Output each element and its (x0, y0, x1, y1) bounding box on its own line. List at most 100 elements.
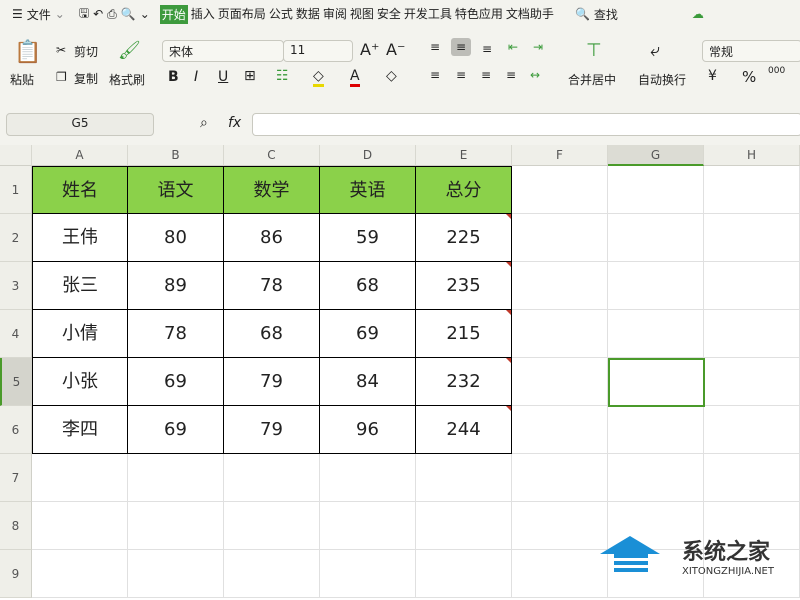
print-icon[interactable]: ⎙ (107, 6, 117, 21)
cell-G9[interactable] (608, 550, 704, 598)
merge-center-button[interactable]: 合并居中 (568, 73, 617, 87)
table-cell[interactable]: 69 (320, 310, 416, 358)
cell-H2[interactable] (704, 214, 800, 262)
column-header-D[interactable]: D (320, 145, 416, 166)
spreadsheet-grid[interactable]: A B C D E F G H 1 2 3 4 5 6 7 8 9 姓名 语文 数学 英语 总分 王伟 80 86 59 225 张三… (0, 145, 800, 600)
table-cell[interactable]: 225 (416, 214, 512, 262)
cell-F4[interactable] (512, 310, 608, 358)
cell-E8[interactable] (416, 502, 512, 550)
row-header-8[interactable]: 8 (0, 502, 32, 550)
format-painter-icon[interactable]: 🖌 (118, 40, 141, 61)
paste-button[interactable]: 粘贴 (10, 73, 35, 87)
table-header-cell[interactable]: 语文 (128, 166, 224, 214)
column-header-C[interactable]: C (224, 145, 320, 166)
thousands-button[interactable]: 000 (768, 66, 786, 76)
tab-6[interactable]: 视图 (349, 6, 374, 21)
table-cell[interactable]: 李四 (32, 406, 128, 454)
cell-style-icon[interactable]: ☷ (276, 68, 289, 84)
table-cell[interactable]: 69 (128, 406, 224, 454)
table-cell[interactable]: 244 (416, 406, 512, 454)
formula-input[interactable] (252, 113, 800, 136)
tab-1[interactable]: 插入 (190, 6, 215, 21)
file-menu[interactable]: 文件 (26, 7, 51, 22)
cell-B8[interactable] (128, 502, 224, 550)
tab-9[interactable]: 特色应用 (454, 6, 503, 21)
cell-F5[interactable] (512, 358, 608, 406)
align-right-icon[interactable]: ≡ (481, 68, 492, 82)
cloud-icon[interactable]: ☁ (691, 7, 704, 21)
cell-D7[interactable] (320, 454, 416, 502)
cell-F9[interactable] (512, 550, 608, 598)
table-cell[interactable]: 78 (224, 262, 320, 310)
table-cell[interactable]: 68 (224, 310, 320, 358)
row-header-6[interactable]: 6 (0, 406, 32, 454)
column-header-G[interactable]: G (608, 145, 704, 166)
tab-0[interactable]: 开始 (159, 4, 188, 24)
cell-G2[interactable] (608, 214, 704, 262)
tab-5[interactable]: 审阅 (322, 6, 347, 21)
format-painter-button[interactable]: 格式刷 (109, 73, 146, 87)
align-top-icon[interactable]: ≡ (430, 40, 441, 54)
cell-H7[interactable] (704, 454, 800, 502)
distribute-icon[interactable]: ↔ (530, 68, 541, 82)
justify-icon[interactable]: ≡ (506, 68, 517, 82)
table-cell[interactable]: 69 (128, 358, 224, 406)
tab-2[interactable]: 页面布局 (217, 6, 266, 21)
align-center-icon[interactable]: ≡ (456, 68, 467, 82)
cell-G6[interactable] (608, 406, 704, 454)
wrap-text-button[interactable]: 自动换行 (638, 73, 687, 87)
fill-color-icon[interactable]: ◇ (313, 68, 324, 87)
cell-E7[interactable] (416, 454, 512, 502)
row-header-2[interactable]: 2 (0, 214, 32, 262)
row-header-7[interactable]: 7 (0, 454, 32, 502)
wrap-icon[interactable]: ⤶ (650, 40, 661, 61)
cell-C9[interactable] (224, 550, 320, 598)
table-header-cell[interactable]: 总分 (416, 166, 512, 214)
cell-H3[interactable] (704, 262, 800, 310)
search-button[interactable]: 查找 (593, 7, 618, 22)
cell-A7[interactable] (32, 454, 128, 502)
table-cell[interactable]: 96 (320, 406, 416, 454)
save-icon[interactable]: 🖫 (78, 5, 90, 20)
chevron-down-icon[interactable]: ⌄ (54, 7, 65, 21)
clear-icon[interactable]: ◇ (386, 68, 397, 84)
italic-button[interactable]: I (194, 69, 199, 85)
table-header-cell[interactable]: 数学 (224, 166, 320, 214)
table-header-cell[interactable]: 姓名 (32, 166, 128, 214)
row-header-3[interactable]: 3 (0, 262, 32, 310)
cell-F8[interactable] (512, 502, 608, 550)
border-icon[interactable]: ⊞ (244, 68, 256, 84)
cell-G4[interactable] (608, 310, 704, 358)
percent-button[interactable]: % (742, 68, 757, 86)
cut-icon[interactable]: ✂ (56, 43, 67, 57)
row-header-4[interactable]: 4 (0, 310, 32, 358)
cell-D9[interactable] (320, 550, 416, 598)
decrease-font-icon[interactable]: A⁻ (386, 40, 406, 59)
name-box[interactable]: G5 (6, 113, 154, 136)
table-cell[interactable]: 59 (320, 214, 416, 262)
column-header-H[interactable]: H (704, 145, 800, 166)
cell-H4[interactable] (704, 310, 800, 358)
table-cell[interactable]: 68 (320, 262, 416, 310)
cell-D8[interactable] (320, 502, 416, 550)
cell-G3[interactable] (608, 262, 704, 310)
font-color-icon[interactable]: A (350, 68, 360, 87)
table-cell[interactable]: 86 (224, 214, 320, 262)
search-icon[interactable]: 🔍 (574, 7, 590, 21)
menu-icon[interactable]: ☰ (12, 7, 23, 21)
more-icon[interactable]: ⌄ (139, 7, 150, 21)
table-cell[interactable]: 80 (128, 214, 224, 262)
align-left-icon[interactable]: ≡ (430, 68, 441, 82)
table-cell[interactable]: 79 (224, 406, 320, 454)
align-bottom-icon[interactable]: ≡ (482, 42, 493, 56)
cell-F3[interactable] (512, 262, 608, 310)
column-header-E[interactable]: E (416, 145, 512, 166)
zoom-icon[interactable]: ⌕ (200, 115, 208, 131)
row-header-1[interactable]: 1 (0, 166, 32, 214)
cell-C7[interactable] (224, 454, 320, 502)
cell-G1[interactable] (608, 166, 704, 214)
cell-A8[interactable] (32, 502, 128, 550)
font-select[interactable]: 宋体 (162, 40, 284, 62)
table-cell[interactable]: 79 (224, 358, 320, 406)
table-cell[interactable]: 张三 (32, 262, 128, 310)
